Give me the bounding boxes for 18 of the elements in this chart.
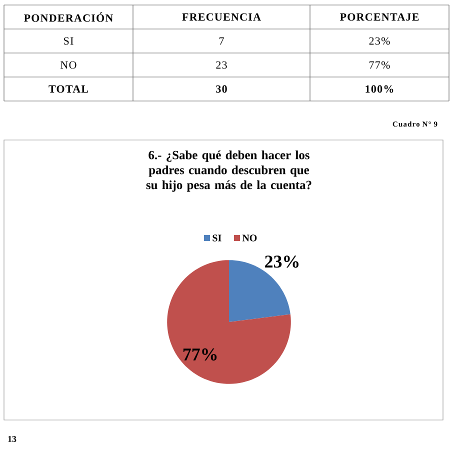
text: NO (60, 61, 76, 69)
text: 7 (219, 37, 224, 45)
text: 100% (366, 85, 394, 93)
text: 23 (216, 61, 227, 69)
text: PONDERACIÓN (24, 12, 114, 22)
text: 13 (8, 436, 16, 442)
data-label: 77% (183, 348, 217, 361)
chart-title: 6.- ¿Sabe qué deben hacer los padres cuando descubren que su hijo pesa más de la cuenta? (146, 150, 312, 192)
text: 30 (216, 85, 227, 93)
text: 77% (370, 61, 390, 69)
legend-label: NO (242, 234, 257, 242)
text: 23% (369, 37, 390, 45)
text: SI (64, 37, 74, 45)
text: FRECUENCIA (182, 13, 261, 21)
text: PORCENTAJE (340, 13, 419, 21)
legend-label: SI (212, 234, 222, 242)
text: TOTAL (48, 85, 88, 93)
data-label: 23% (265, 256, 298, 268)
